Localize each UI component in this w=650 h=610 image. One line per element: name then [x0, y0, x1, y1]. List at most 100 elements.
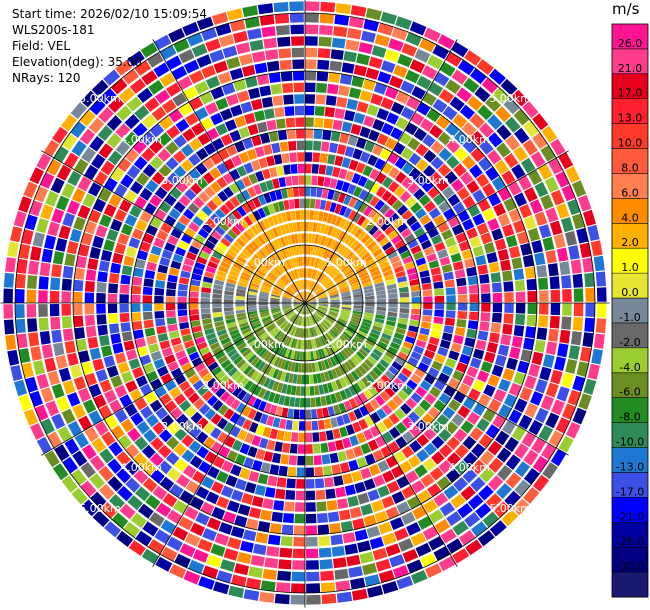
velocity-gate	[431, 234, 443, 245]
velocity-gate	[368, 225, 379, 236]
velocity-gate	[214, 208, 226, 220]
velocity-gate	[276, 281, 286, 288]
velocity-gate	[414, 227, 426, 238]
velocity-gate	[90, 491, 107, 509]
velocity-gate	[282, 297, 292, 301]
velocity-gate	[69, 228, 82, 243]
velocity-gate	[142, 114, 157, 129]
velocity-gate	[308, 280, 313, 290]
velocity-gate	[234, 140, 246, 153]
velocity-gate	[233, 355, 243, 366]
velocity-gate	[288, 199, 295, 210]
velocity-gate	[367, 335, 378, 344]
velocity-gate	[272, 202, 280, 213]
velocity-gate	[290, 313, 297, 322]
velocity-gate	[339, 389, 348, 401]
velocity-gate	[445, 79, 461, 94]
velocity-gate	[382, 241, 393, 251]
velocity-gate	[331, 270, 340, 278]
velocity-gate	[318, 536, 331, 547]
velocity-gate	[367, 209, 378, 220]
velocity-gate	[77, 387, 91, 403]
velocity-gate	[317, 309, 326, 315]
velocity-gate	[438, 89, 455, 104]
velocity-gate	[329, 239, 337, 250]
velocity-gate	[305, 256, 308, 266]
velocity-gate	[130, 412, 144, 426]
velocity-gate	[307, 303, 317, 305]
velocity-gate	[307, 300, 317, 303]
velocity-gate	[482, 511, 499, 528]
velocity-gate	[528, 363, 541, 378]
velocity-gate	[333, 256, 342, 265]
velocity-gate	[341, 304, 352, 308]
velocity-gate	[238, 321, 249, 328]
velocity-gate	[199, 346, 210, 356]
velocity-gate	[442, 186, 455, 199]
velocity-gate	[155, 407, 168, 420]
velocity-gate	[502, 420, 516, 435]
velocity-gate	[276, 345, 283, 355]
velocity-gate	[235, 478, 247, 491]
velocity-gate	[296, 351, 300, 361]
velocity-gate	[213, 316, 224, 323]
velocity-gate	[328, 290, 339, 295]
velocity-gate	[91, 153, 106, 170]
velocity-gate	[299, 328, 303, 338]
velocity-gate	[112, 252, 124, 264]
velocity-gate	[237, 281, 248, 288]
velocity-gate	[119, 294, 129, 303]
velocity-gate	[305, 59, 317, 69]
velocity-gate	[380, 374, 392, 385]
colorbar-tick-label: -8.0	[619, 411, 640, 424]
velocity-gate	[310, 198, 316, 209]
velocity-gate	[169, 330, 180, 339]
velocity-gate	[343, 347, 352, 357]
velocity-gate	[306, 537, 318, 547]
velocity-gate	[250, 240, 260, 250]
velocity-gate	[311, 420, 319, 431]
velocity-gate	[239, 345, 250, 355]
velocity-gate	[133, 267, 144, 278]
velocity-gate	[134, 258, 146, 269]
velocity-gate	[201, 281, 212, 289]
velocity-gate	[343, 194, 352, 206]
velocity-gate	[409, 59, 426, 74]
velocity-gate	[260, 232, 269, 243]
velocity-gate	[166, 82, 182, 97]
velocity-gate	[358, 248, 368, 258]
velocity-gate	[165, 451, 180, 466]
velocity-gate	[157, 333, 169, 342]
velocity-gate	[330, 214, 338, 225]
velocity-gate	[61, 278, 72, 291]
velocity-gate	[431, 451, 445, 465]
velocity-gate	[272, 268, 280, 277]
velocity-gate	[161, 347, 173, 357]
velocity-gate	[55, 195, 70, 211]
velocity-gate	[467, 275, 478, 286]
velocity-gate	[420, 118, 434, 132]
velocity-gate	[549, 220, 563, 236]
velocity-gate	[266, 275, 275, 283]
velocity-gate	[298, 363, 302, 373]
velocity-gate	[492, 292, 503, 303]
velocity-gate	[320, 235, 327, 246]
velocity-gate	[299, 409, 305, 419]
velocity-gate	[183, 208, 195, 220]
velocity-gate	[337, 244, 346, 255]
velocity-gate	[51, 264, 62, 278]
velocity-gate	[397, 389, 409, 401]
velocity-gate	[425, 563, 442, 578]
velocity-gate	[248, 288, 258, 293]
velocity-gate	[117, 233, 130, 245]
velocity-gate	[384, 274, 395, 281]
velocity-gate	[64, 340, 76, 354]
velocity-gate	[194, 362, 206, 373]
velocity-gate	[432, 323, 443, 332]
velocity-gate	[150, 437, 164, 451]
velocity-gate	[260, 286, 271, 292]
velocity-gate	[356, 101, 369, 113]
velocity-gate	[302, 256, 305, 266]
velocity-gate	[306, 304, 314, 312]
velocity-gate	[319, 13, 335, 24]
